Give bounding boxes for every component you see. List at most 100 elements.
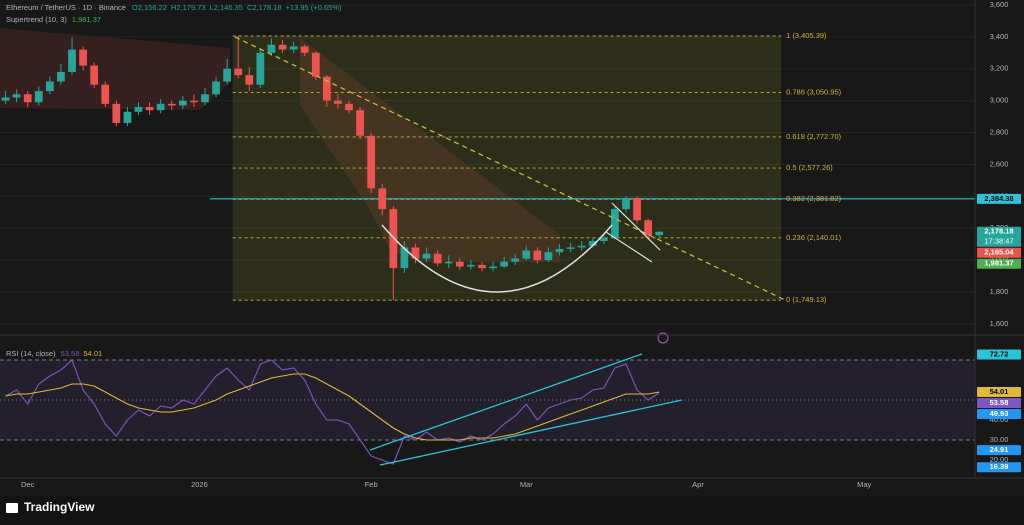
candle-body [278, 44, 287, 50]
candle-body [201, 94, 209, 103]
candle-body [311, 52, 320, 77]
logo-text[interactable]: TradingView [24, 500, 95, 514]
candle-body [123, 111, 132, 123]
candle-body [90, 65, 99, 85]
candle-body [34, 91, 43, 103]
ohlc-value: C2,178.18 [247, 3, 282, 12]
indicator-value: 1,981.37 [72, 15, 101, 24]
candle-body [644, 220, 653, 236]
fib-label: 0.236 (2,140.01) [786, 233, 842, 242]
candle-body [1, 97, 10, 101]
price-axis-label: 53.58 [990, 398, 1009, 407]
candle-body [212, 81, 220, 95]
candle-body [489, 266, 497, 269]
price-axis-label-box [977, 226, 1021, 247]
candle-body [289, 46, 298, 50]
candle-body [57, 71, 65, 82]
price-axis-label: 2,384.38 [984, 194, 1013, 203]
ohlc-value: O2,156.22 [132, 3, 167, 12]
candle-body [190, 100, 198, 103]
y-tick-label: 3,600 [990, 0, 1009, 9]
fib-label: 0.382 (2,381.82) [786, 194, 842, 203]
ohlc-change: +13.95 (+0.65%) [286, 3, 342, 12]
x-tick-label: Mar [520, 480, 533, 489]
handle-lines [605, 202, 661, 263]
candle-body [23, 94, 32, 103]
indicator-name: Supertrend (10, 3) [6, 15, 67, 24]
rsi-value: 53.58 [61, 349, 80, 358]
symbol-title: Ethereum / TetherUS · 1D · Binance [6, 3, 126, 12]
candle-body [511, 258, 520, 262]
price-axis-label: 2,165.04 [984, 248, 1014, 257]
candle-body [566, 247, 575, 249]
candle-body [467, 264, 475, 267]
candle-body [622, 197, 630, 210]
plot-layer [0, 4, 975, 465]
y-tick-label: 1,800 [990, 287, 1009, 296]
candle-body [655, 231, 664, 236]
price-axis-label: 54.01 [990, 387, 1009, 396]
candle-body [555, 248, 564, 253]
candle-body [378, 188, 387, 210]
fib-label: 0.618 (2,772.70) [786, 132, 842, 141]
price-axis-label-box [977, 258, 1021, 269]
rsi-channel-upper [369, 353, 643, 451]
price-axis-label-box [977, 445, 1021, 456]
candle-body [577, 245, 586, 248]
fib-label: 0.5 (2,577.26) [786, 163, 833, 172]
candle-body [433, 253, 442, 264]
candle-body [500, 261, 508, 267]
price-axis-label-box [977, 408, 1021, 419]
footer-bar [0, 496, 1024, 525]
candle-body [599, 237, 608, 242]
y-tick-label: 3,000 [990, 96, 1009, 105]
x-tick-label: Feb [365, 480, 378, 489]
rsi-channel-lower [379, 399, 683, 466]
price-axis-label: 16.39 [990, 462, 1009, 471]
x-tick-label: May [857, 480, 871, 489]
candle-body [101, 84, 110, 104]
candle-body [322, 76, 331, 101]
drawings [234, 36, 786, 466]
candle-body [522, 250, 531, 259]
candle-body [12, 94, 21, 98]
fib-label: 0.786 (3,050.95) [786, 88, 842, 97]
y-tick-label: 3,200 [990, 64, 1009, 73]
fib-label: 1 (3,405.39) [786, 31, 827, 40]
candle-body [234, 68, 243, 76]
price-axis-label-box [977, 193, 1021, 204]
symbol-legend: Ethereum / TetherUS · 1D · Binance O2,156… [6, 3, 342, 12]
price-axis-label-box [977, 247, 1021, 258]
rsi-ma-value: 54.01 [83, 349, 102, 358]
candle-body [267, 44, 276, 53]
candle-body [478, 264, 486, 269]
candle-body [588, 241, 597, 246]
ohlc-value: H2,179.73 [171, 3, 206, 12]
candle-body [411, 247, 420, 259]
candle-body [633, 197, 641, 221]
price-axis-label-box [977, 349, 1021, 360]
candle-body [533, 250, 542, 261]
rsi-legend: RSI (14, close) 53.58 54.01 [6, 349, 102, 358]
price-axis-label: 72.72 [990, 350, 1009, 359]
supertrend-cloud [300, 38, 560, 262]
price-axis-label: 24.91 [990, 445, 1009, 454]
ohlc-value: L2,146.35 [210, 3, 243, 12]
candle-body [444, 261, 453, 264]
fib-label: 0 (1,749.13) [786, 295, 827, 304]
y-tick-label: 3,400 [990, 32, 1009, 41]
price-axis-label: 49.93 [990, 409, 1009, 418]
candle-body [134, 107, 143, 112]
candle-body [68, 49, 76, 72]
candle-body [145, 107, 154, 111]
candle-body [345, 103, 353, 111]
indicator-legend: Supertrend (10, 3) 1,981.37 [6, 15, 101, 24]
price-axis-label: 2,178.18 [984, 227, 1013, 236]
event-icon[interactable] [657, 332, 669, 344]
candle-body [367, 135, 376, 189]
price-axis-sublabel: 17:38:47 [984, 237, 1013, 246]
candle-body [455, 261, 464, 267]
candle-body [156, 103, 165, 111]
